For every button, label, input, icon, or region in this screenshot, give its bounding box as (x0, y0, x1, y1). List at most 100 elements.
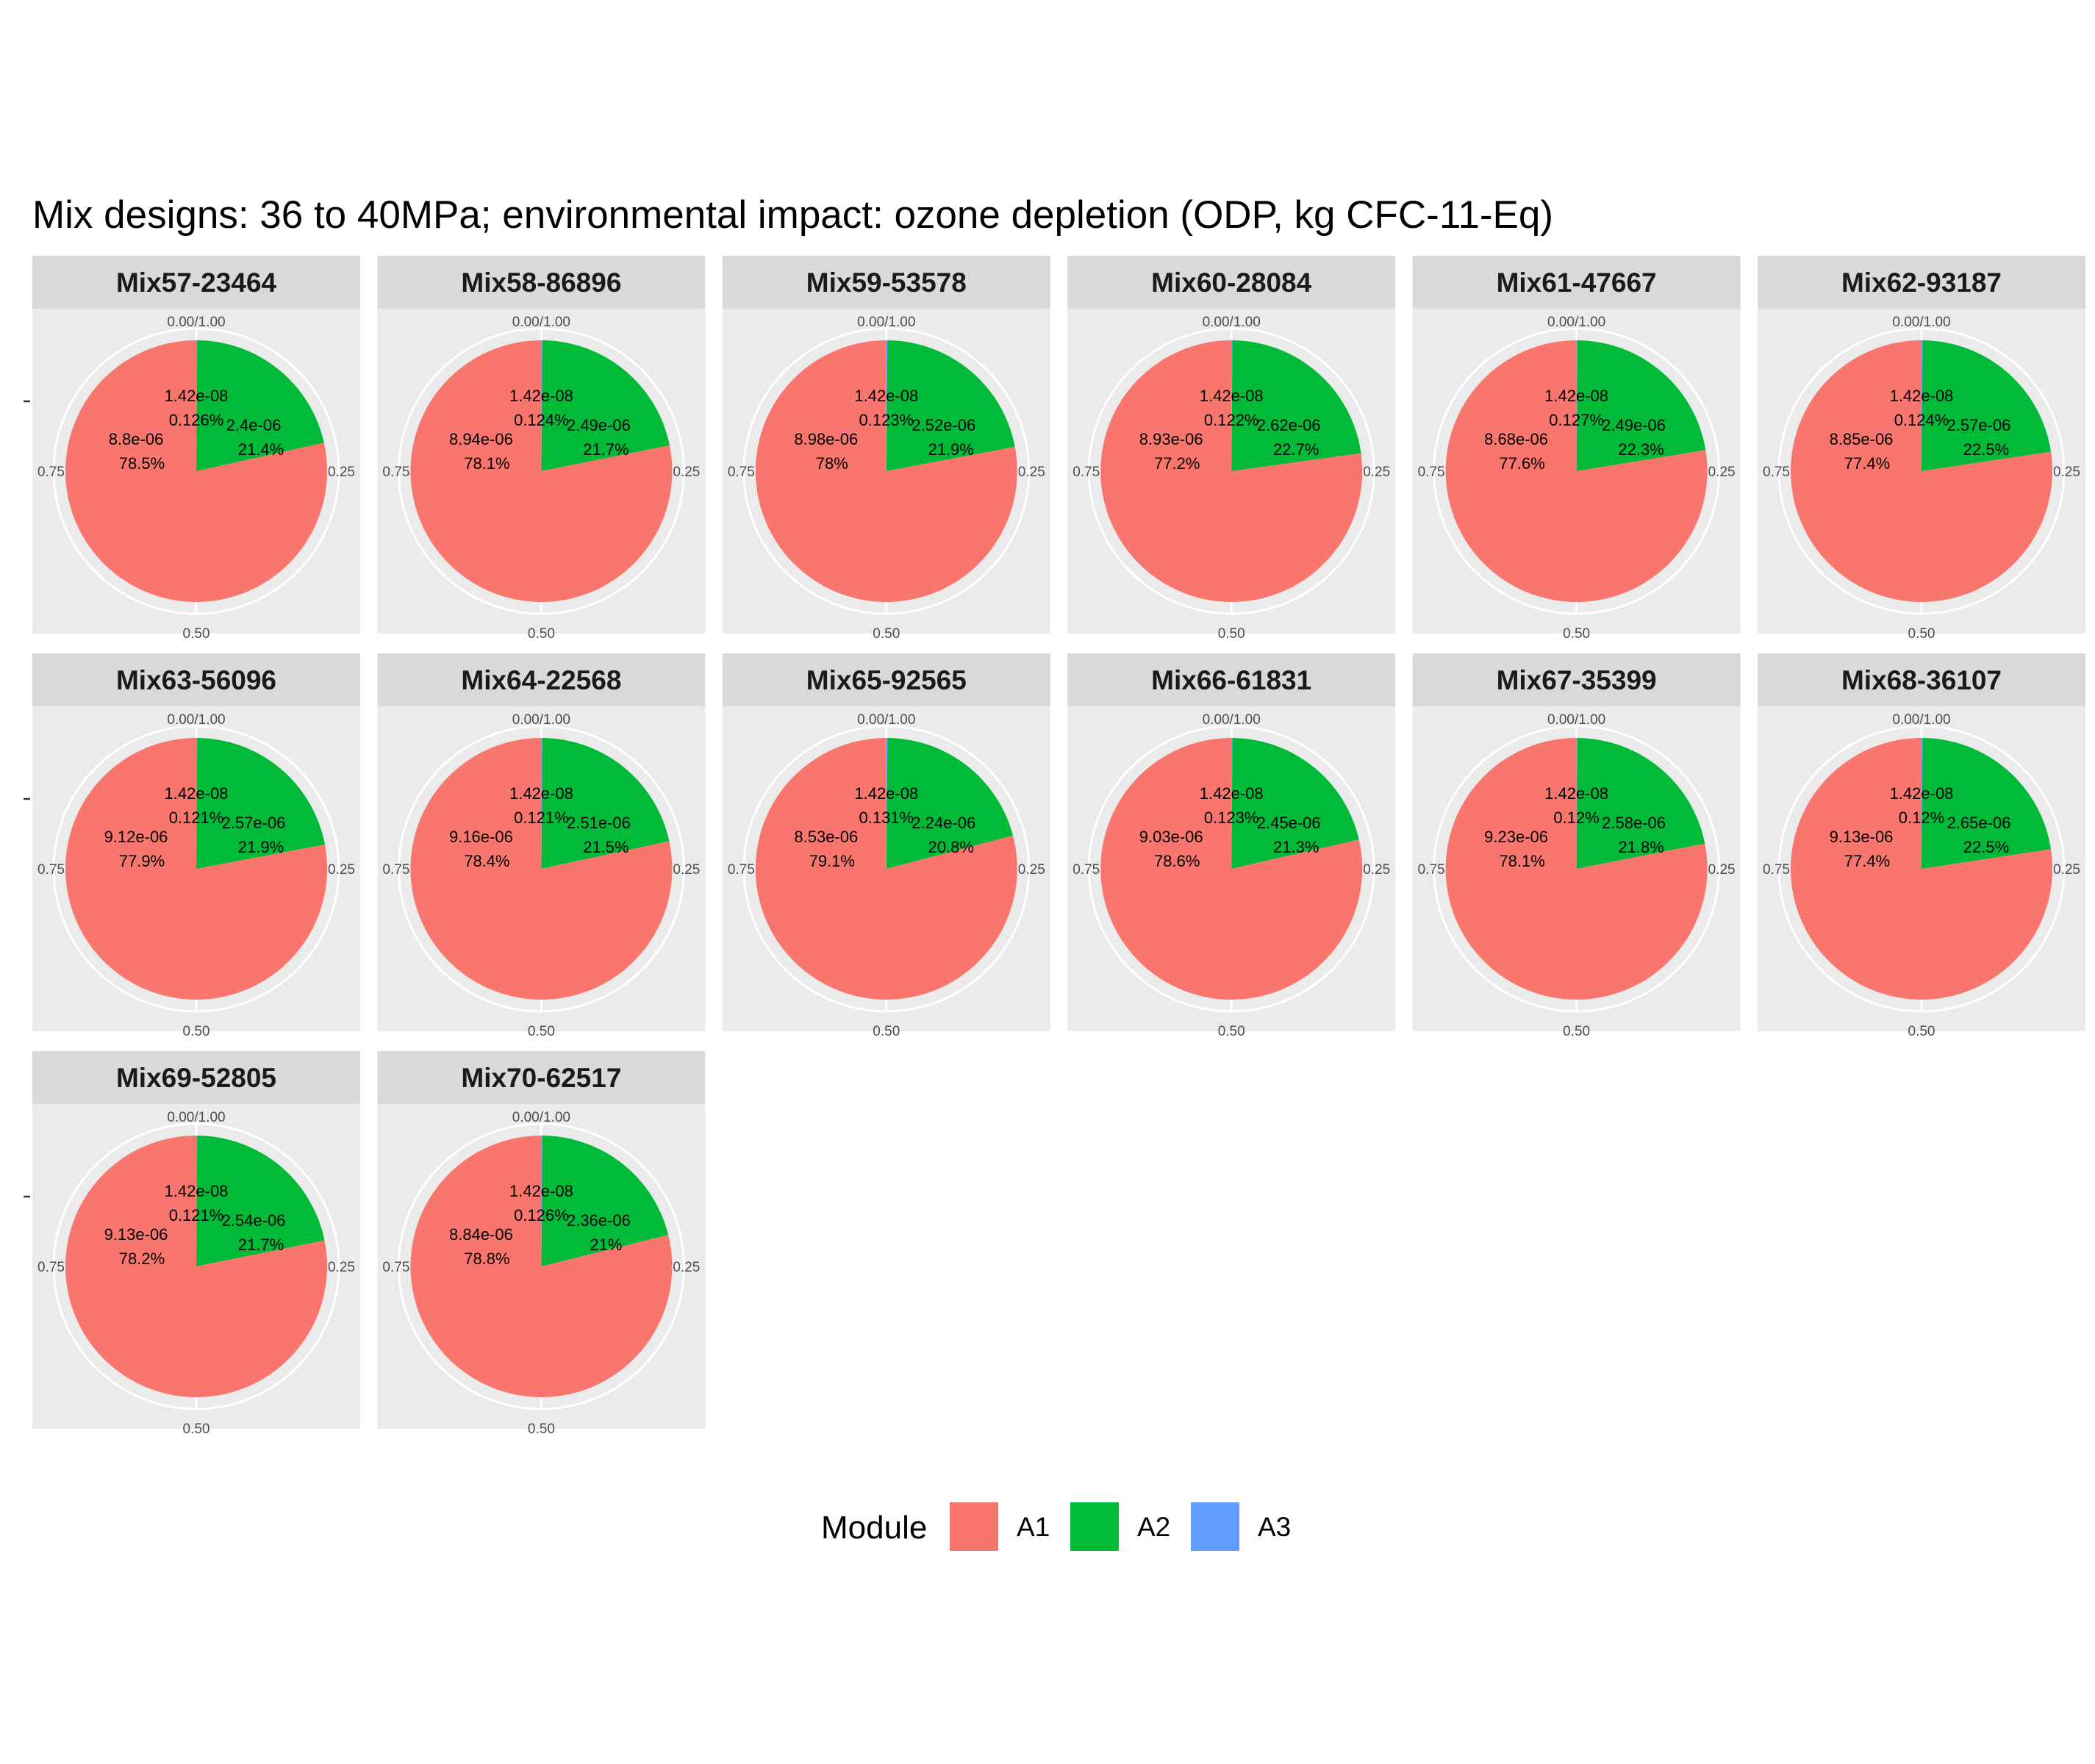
theta-tick-label: 0.00/1.00 (512, 712, 570, 728)
data-label-a1-percent: 77.4% (1844, 454, 1890, 473)
facet-panel: Mix70-62517 0.00/1.00 0.25 0.50 0.75 1.42e-08… (377, 1051, 706, 1437)
pie-slice-a1 (65, 340, 327, 602)
data-label-a3-percent: 0.12% (1553, 808, 1599, 827)
facet-strip (722, 256, 1050, 309)
facet-panel: Mix65-92565 0.00/1.00 0.25 0.50 0.75 1.42e-08… (722, 653, 1050, 1039)
theta-tick-label: 0.25 (673, 1260, 700, 1275)
pie-slice-a1 (1100, 738, 1363, 1000)
data-label-a3-value: 1.42e-08 (854, 784, 918, 803)
theta-tick-label: 0.75 (37, 862, 65, 878)
data-label-a1-value: 9.03e-06 (1139, 828, 1203, 846)
facet-strip (1412, 256, 1741, 309)
facet-panel: Mix63-56096 0.00/1.00 0.25 0.50 0.75 1.42e-08… (24, 653, 360, 1039)
theta-tick-label: 0.25 (1708, 465, 1736, 480)
data-label-a3-percent: 0.126% (169, 411, 224, 429)
theta-tick-label: 0.75 (1418, 465, 1445, 480)
pie-slice-a2 (196, 738, 325, 869)
data-label-a3-value: 1.42e-08 (1544, 387, 1608, 405)
data-label-a3-percent: 0.123% (1204, 808, 1259, 827)
pie-slice-a2 (196, 340, 324, 471)
facet-strip-label: Mix66-61831 (1151, 665, 1311, 695)
data-label-a2-percent: 21.5% (583, 838, 628, 856)
data-label-a2-value: 2.36e-06 (567, 1211, 631, 1230)
data-label-a1-percent: 78.5% (119, 454, 165, 473)
data-label-a1-value: 8.94e-06 (449, 430, 513, 448)
data-label-a1-value: 9.23e-06 (1484, 828, 1548, 846)
data-label-a3-value: 1.42e-08 (509, 387, 573, 405)
data-label-a2-percent: 21.7% (238, 1236, 284, 1254)
data-label-a2-percent: 21.8% (1618, 838, 1664, 856)
facet-strip (1758, 256, 2085, 309)
data-label-a2-value: 2.58e-06 (1602, 814, 1666, 832)
theta-tick-label: 0.00/1.00 (167, 315, 225, 330)
theta-tick-label: 0.75 (1763, 862, 1790, 878)
data-label-a3-value: 1.42e-08 (165, 784, 229, 803)
pie-slice-a1 (1445, 738, 1708, 1000)
theta-tick-label: 0.25 (673, 465, 700, 480)
data-label-a2-value: 2.65e-06 (1947, 814, 2011, 832)
data-label-a2-percent: 21.4% (238, 440, 284, 459)
facet-panel: Mix59-53578 0.00/1.00 0.25 0.50 0.75 1.42e-08… (722, 256, 1050, 642)
pie-slice-a2 (541, 738, 670, 869)
theta-tick-label: 0.75 (382, 1260, 409, 1275)
data-label-a2-percent: 22.7% (1273, 440, 1319, 459)
theta-tick-label: 0.75 (728, 465, 755, 480)
legend-label-a1: A1 (1017, 1512, 1050, 1542)
theta-tick-label: 0.25 (328, 1260, 355, 1275)
theta-tick-label: 0.50 (183, 626, 210, 642)
pie-slice-a1 (755, 340, 1017, 602)
data-label-a2-value: 2.49e-06 (1602, 416, 1666, 434)
data-label-a3-percent: 0.122% (1204, 411, 1259, 429)
pie-slice-a3 (196, 738, 198, 869)
facet-strip-label: Mix70-62517 (461, 1063, 621, 1093)
theta-tick-label: 0.50 (1563, 1024, 1590, 1039)
pie-slice-a2 (541, 1136, 669, 1266)
data-label-a1-percent: 78% (816, 454, 848, 473)
facet-panel: Mix69-52805 0.00/1.00 0.25 0.50 0.75 1.42e-08… (24, 1051, 360, 1437)
pie-slice-a1 (410, 738, 673, 1000)
theta-tick-label: 0.75 (1763, 465, 1790, 480)
facet-strip-label: Mix65-92565 (806, 665, 967, 695)
facet-panel: Mix64-22568 0.00/1.00 0.25 0.50 0.75 1.42e-08… (377, 653, 706, 1039)
data-label-a1-value: 9.13e-06 (1830, 828, 1894, 846)
legend-label-a3: A3 (1258, 1512, 1291, 1542)
pie-slice-a1 (1100, 340, 1363, 602)
pie-slice-a3 (196, 1136, 198, 1266)
data-label-a3-percent: 0.121% (169, 1206, 224, 1225)
theta-tick-label: 0.25 (673, 862, 700, 878)
theta-tick-label: 0.00/1.00 (1547, 712, 1605, 728)
data-label-a3-percent: 0.124% (1894, 411, 1949, 429)
theta-tick-label: 0.25 (328, 862, 355, 878)
data-label-a3-percent: 0.124% (514, 411, 569, 429)
facet-strip-label: Mix57-23464 (116, 268, 276, 298)
data-label-a1-value: 8.93e-06 (1139, 430, 1203, 448)
data-label-a3-value: 1.42e-08 (509, 784, 573, 803)
data-label-a1-value: 8.84e-06 (449, 1225, 513, 1244)
facet-strip-label: Mix69-52805 (116, 1063, 276, 1093)
pie-slice-a3 (541, 738, 542, 869)
data-label-a1-percent: 78.2% (119, 1250, 165, 1268)
facet-strip (722, 653, 1050, 706)
data-label-a1-value: 8.98e-06 (794, 430, 858, 448)
data-label-a2-value: 2.45e-06 (1257, 814, 1321, 832)
facet-strip-label: Mix68-36107 (1841, 665, 2002, 695)
theta-tick-label: 0.25 (2053, 862, 2080, 878)
facet-strip (377, 256, 706, 309)
facet-strip (32, 256, 360, 309)
pie-slice-a1 (1791, 738, 2053, 1000)
data-label-a1-percent: 79.1% (809, 852, 855, 870)
facet-panels: Mix57-23464 0.00/1.00 0.25 0.50 0.75 1.42e-08… (24, 256, 2085, 1437)
data-label-a2-percent: 22.3% (1618, 440, 1664, 459)
theta-tick-label: 0.25 (1708, 862, 1736, 878)
pie-slice-a1 (410, 340, 673, 602)
theta-tick-label: 0.25 (1363, 465, 1390, 480)
theta-tick-label: 0.75 (382, 862, 409, 878)
facet-panel: Mix60-28084 0.00/1.00 0.25 0.50 0.75 1.42e-08… (1067, 256, 1396, 642)
theta-tick-label: 0.50 (183, 1024, 210, 1039)
theta-tick-label: 0.00/1.00 (1203, 712, 1261, 728)
theta-tick-label: 0.50 (1563, 626, 1590, 642)
pie-slice-a1 (65, 1136, 327, 1397)
data-label-a1-percent: 78.4% (464, 852, 509, 870)
theta-tick-label: 0.00/1.00 (167, 1110, 225, 1125)
facet-strip-label: Mix63-56096 (116, 665, 276, 695)
